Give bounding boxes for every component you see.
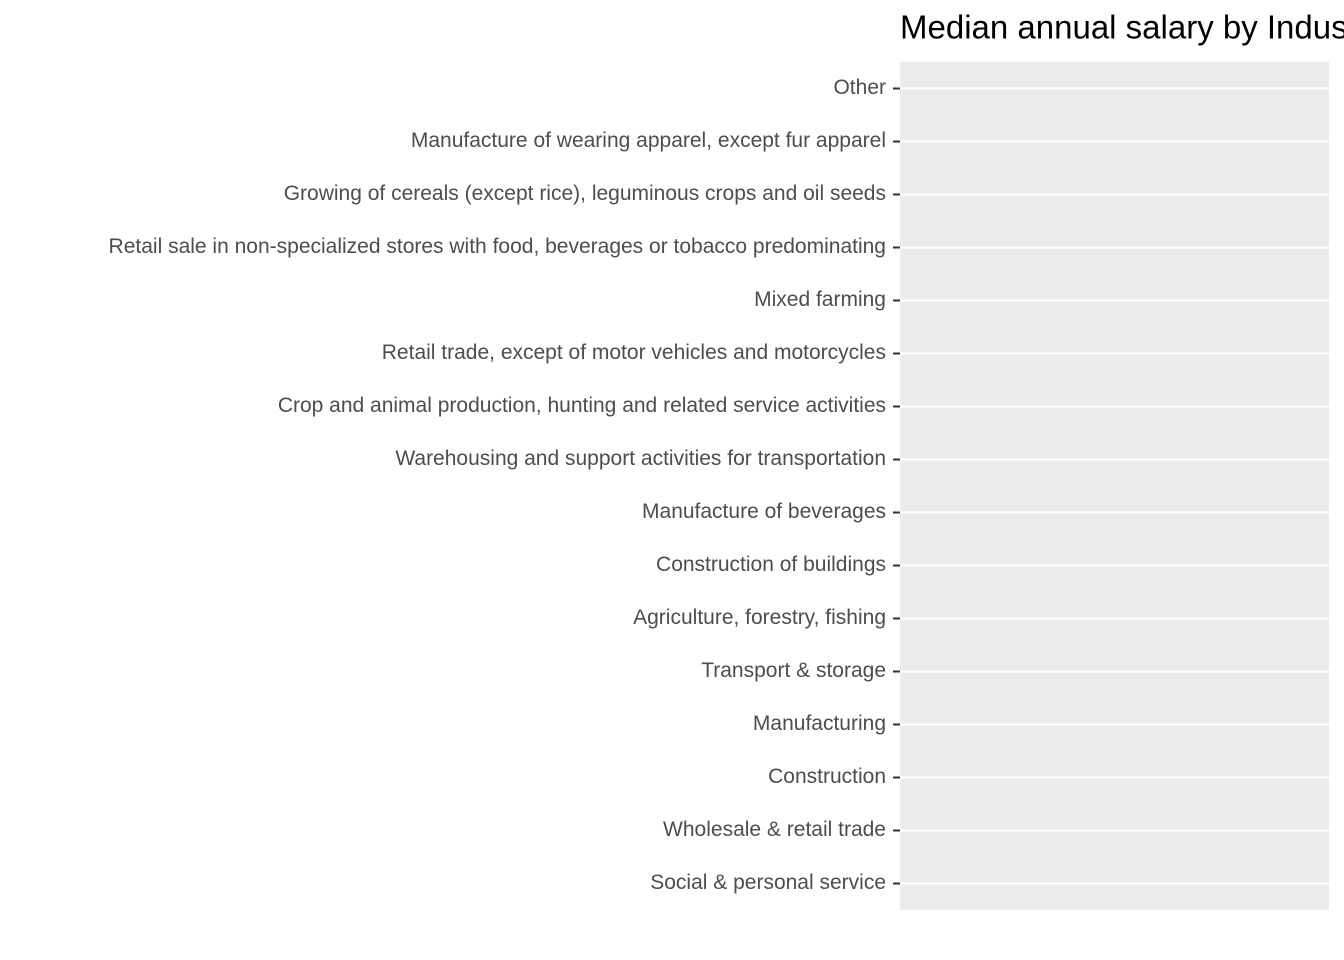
y-tick-label: Construction xyxy=(768,765,886,788)
panel xyxy=(900,62,1329,910)
y-tick-label: Mixed farming xyxy=(754,288,886,311)
y-tick-label: Manufacture of wearing apparel, except f… xyxy=(411,129,886,152)
y-tick-label: Wholesale & retail trade xyxy=(663,818,886,841)
y-tick-label: Retail trade, except of motor vehicles a… xyxy=(382,341,886,364)
y-tick-label: Crop and animal production, hunting and … xyxy=(278,394,886,417)
y-tick-label: Manufacture of beverages xyxy=(642,500,886,523)
y-tick-label: Transport & storage xyxy=(701,659,886,682)
chart-title: Median annual salary by Indus xyxy=(900,9,1344,46)
y-tick-label: Warehousing and support activities for t… xyxy=(395,447,886,470)
y-tick-label: Retail sale in non-specialized stores wi… xyxy=(109,235,886,258)
y-tick-label: Construction of buildings xyxy=(656,553,886,576)
y-tick-label: Social & personal service xyxy=(650,871,886,894)
y-tick-label: Agriculture, forestry, fishing xyxy=(633,606,886,629)
y-tick-label: Other xyxy=(833,76,886,99)
y-tick-label: Manufacturing xyxy=(753,712,886,735)
y-tick-label: Growing of cereals (except rice), legumi… xyxy=(284,182,886,205)
